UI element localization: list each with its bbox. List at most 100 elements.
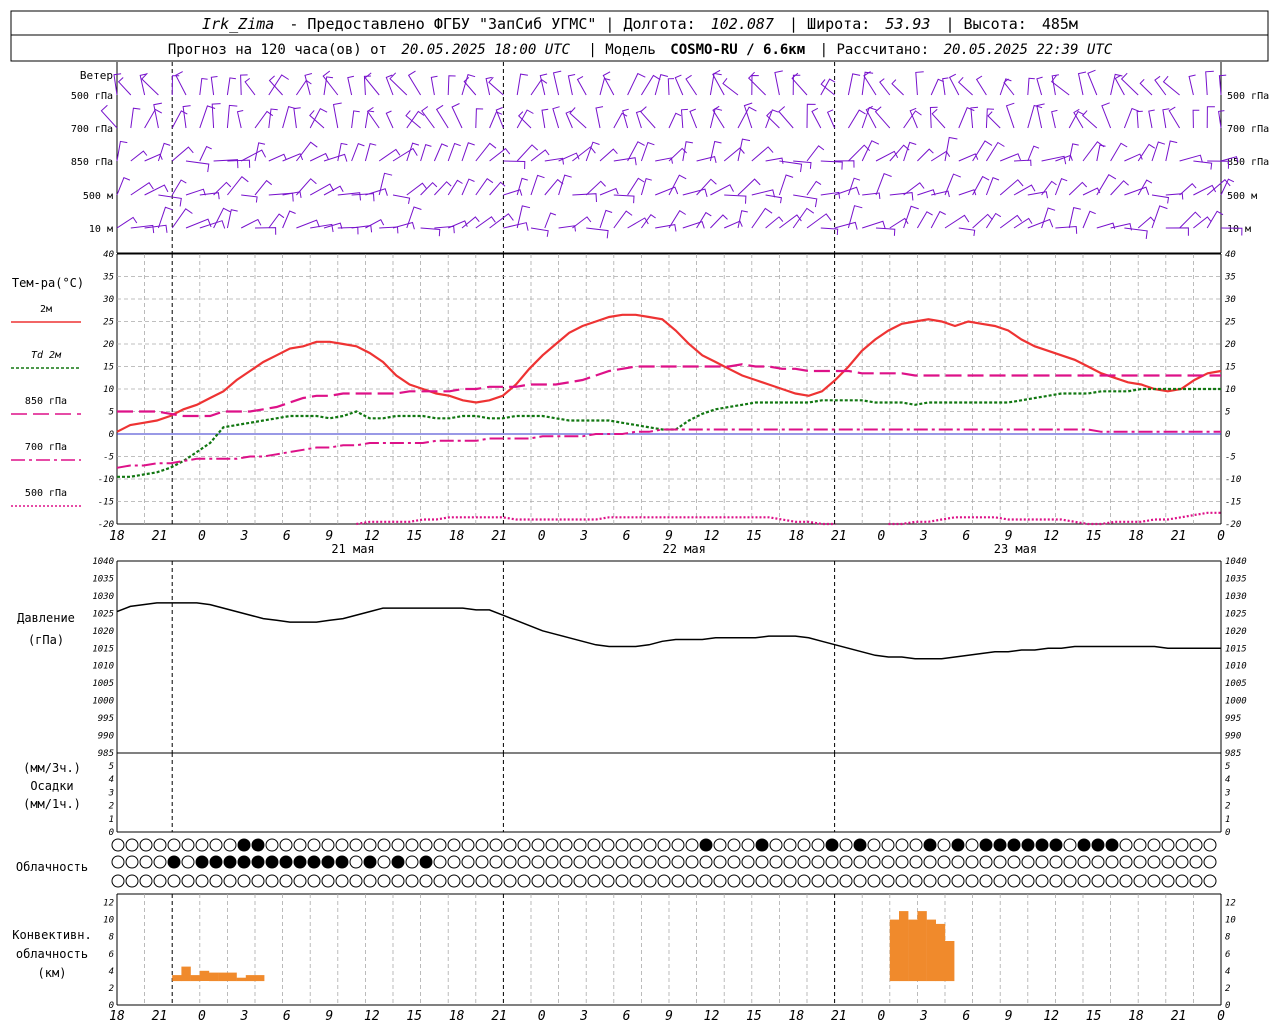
wind-barb [1110,142,1128,162]
conv-bar [172,975,182,982]
wind-barb [185,218,212,229]
conv-xtick: 18 [449,1009,465,1024]
wind-barb [909,107,918,129]
series-t2m-line [116,313,1222,433]
wind-barb [475,178,494,196]
cloud-cover-circle [377,838,391,852]
wind-barb [696,211,712,229]
wind-barb [957,76,973,96]
cloud-cover-circle [223,855,237,869]
wind-barb [1077,71,1087,96]
pressure-unit: (гПа) [28,633,64,647]
temp-legend: 2м Td 2м 850 гПа 700 гПа 500 гПа [11,304,81,507]
pressure-ytick-right: 990 [1225,732,1241,742]
wind-barb [806,213,832,229]
wind-barb [737,106,757,129]
cloud-cover-circle [839,874,853,888]
cloud-cover-circle [1189,874,1203,888]
cloud-cover-circle [433,874,447,888]
cloud-cover-circle [657,874,671,888]
cloud-cover-circle [223,874,237,888]
cloud-cover-circle [349,874,363,888]
cloud-cover-circle [545,838,559,852]
conv-ytick-left: 4 [109,967,114,977]
conv-xtick: 12 [704,1009,720,1024]
temp-ytick-right: 20 [1225,340,1236,350]
cloud-cover-circle [1021,855,1035,869]
cloud-cover-circle [979,855,993,869]
cloud-cover-circle [1007,855,1021,869]
wind-barb [1220,156,1239,163]
temp-ytick-left: 0 [109,430,114,440]
cloud-cover-circle [671,874,685,888]
wind-barb [640,177,652,196]
conv-xtick: 18 [109,1009,125,1024]
temp-ytick-left: 20 [103,340,114,350]
cloud-cover-circle [1119,855,1133,869]
cloud-cover-circle [265,874,279,888]
temp-ytick-left: 15 [103,363,114,373]
temp-legend-label: Td 2м [31,350,62,361]
cloud-cover-circle [517,874,531,888]
temp-ytick-left: 30 [102,295,114,305]
wind-barb [622,108,629,129]
wind-barb [710,214,728,229]
wind-barb [405,110,421,129]
wind-barb [613,157,637,166]
cloud-cover-circle [195,874,209,888]
wind-barb [793,194,818,208]
cloud-cover-circle [741,838,755,852]
wind-barb [766,110,780,129]
cloud-cover-circle [419,855,433,869]
pressure-ytick-left: 1040 [92,557,114,567]
cloud-cover-circle [713,838,727,852]
wind-barb [696,178,717,196]
cloud-cover-circle [881,874,895,888]
cloud-cover-circle [489,874,503,888]
wind-barb [743,102,753,129]
cloud-cover-circle [181,838,195,852]
wind-barb [226,104,238,129]
wind-barb [434,181,452,196]
wind-barb [516,205,531,229]
temp-xtick: 21 [491,529,507,544]
pressure-ytick-right: 1035 [1225,574,1247,584]
wind-level-label-left: 700 гПа [71,124,113,135]
conv-xtick: 15 [1086,1009,1102,1024]
wind-barb [958,153,979,162]
wind-barb [144,153,163,162]
wind-barb [958,227,976,236]
wind-barb [171,75,180,96]
cloud-cover-circle [1091,838,1105,852]
wind-barb [293,107,301,129]
cloud-cover-circle [237,838,251,852]
temp-ytick-left: 25 [103,318,114,328]
wind-barb [351,142,365,162]
cloud-cover-circle [153,838,167,852]
wind-barb [639,106,656,129]
cloud-cover-circle [517,855,531,869]
wind-barb [489,181,506,196]
wind-barb [613,194,635,204]
wind-barb [834,160,855,168]
wind-barb [1110,223,1132,231]
conv-xtick: 12 [1043,1009,1059,1024]
wind-barb [489,111,503,129]
conv-ytick-right: 2 [1225,984,1230,994]
cloud-cover-circle [951,855,965,869]
series-t500-line [356,511,1221,526]
wind-barb [987,111,1001,129]
wind-barb [586,227,609,239]
conv-xtick: 18 [1128,1009,1144,1024]
cloud-cover-circle [447,874,461,888]
temp-ytick-left: 35 [102,273,114,283]
cloud-cover-circle [405,874,419,888]
wind-barb [654,73,669,96]
conv-xtick: 6 [283,1009,291,1024]
cloud-cover-circle [615,838,629,852]
wind-barb [712,105,725,129]
cloud-cover-circle [601,838,615,852]
conv-xtick: 0 [877,1009,885,1024]
cloud-cover-circle [825,838,839,852]
